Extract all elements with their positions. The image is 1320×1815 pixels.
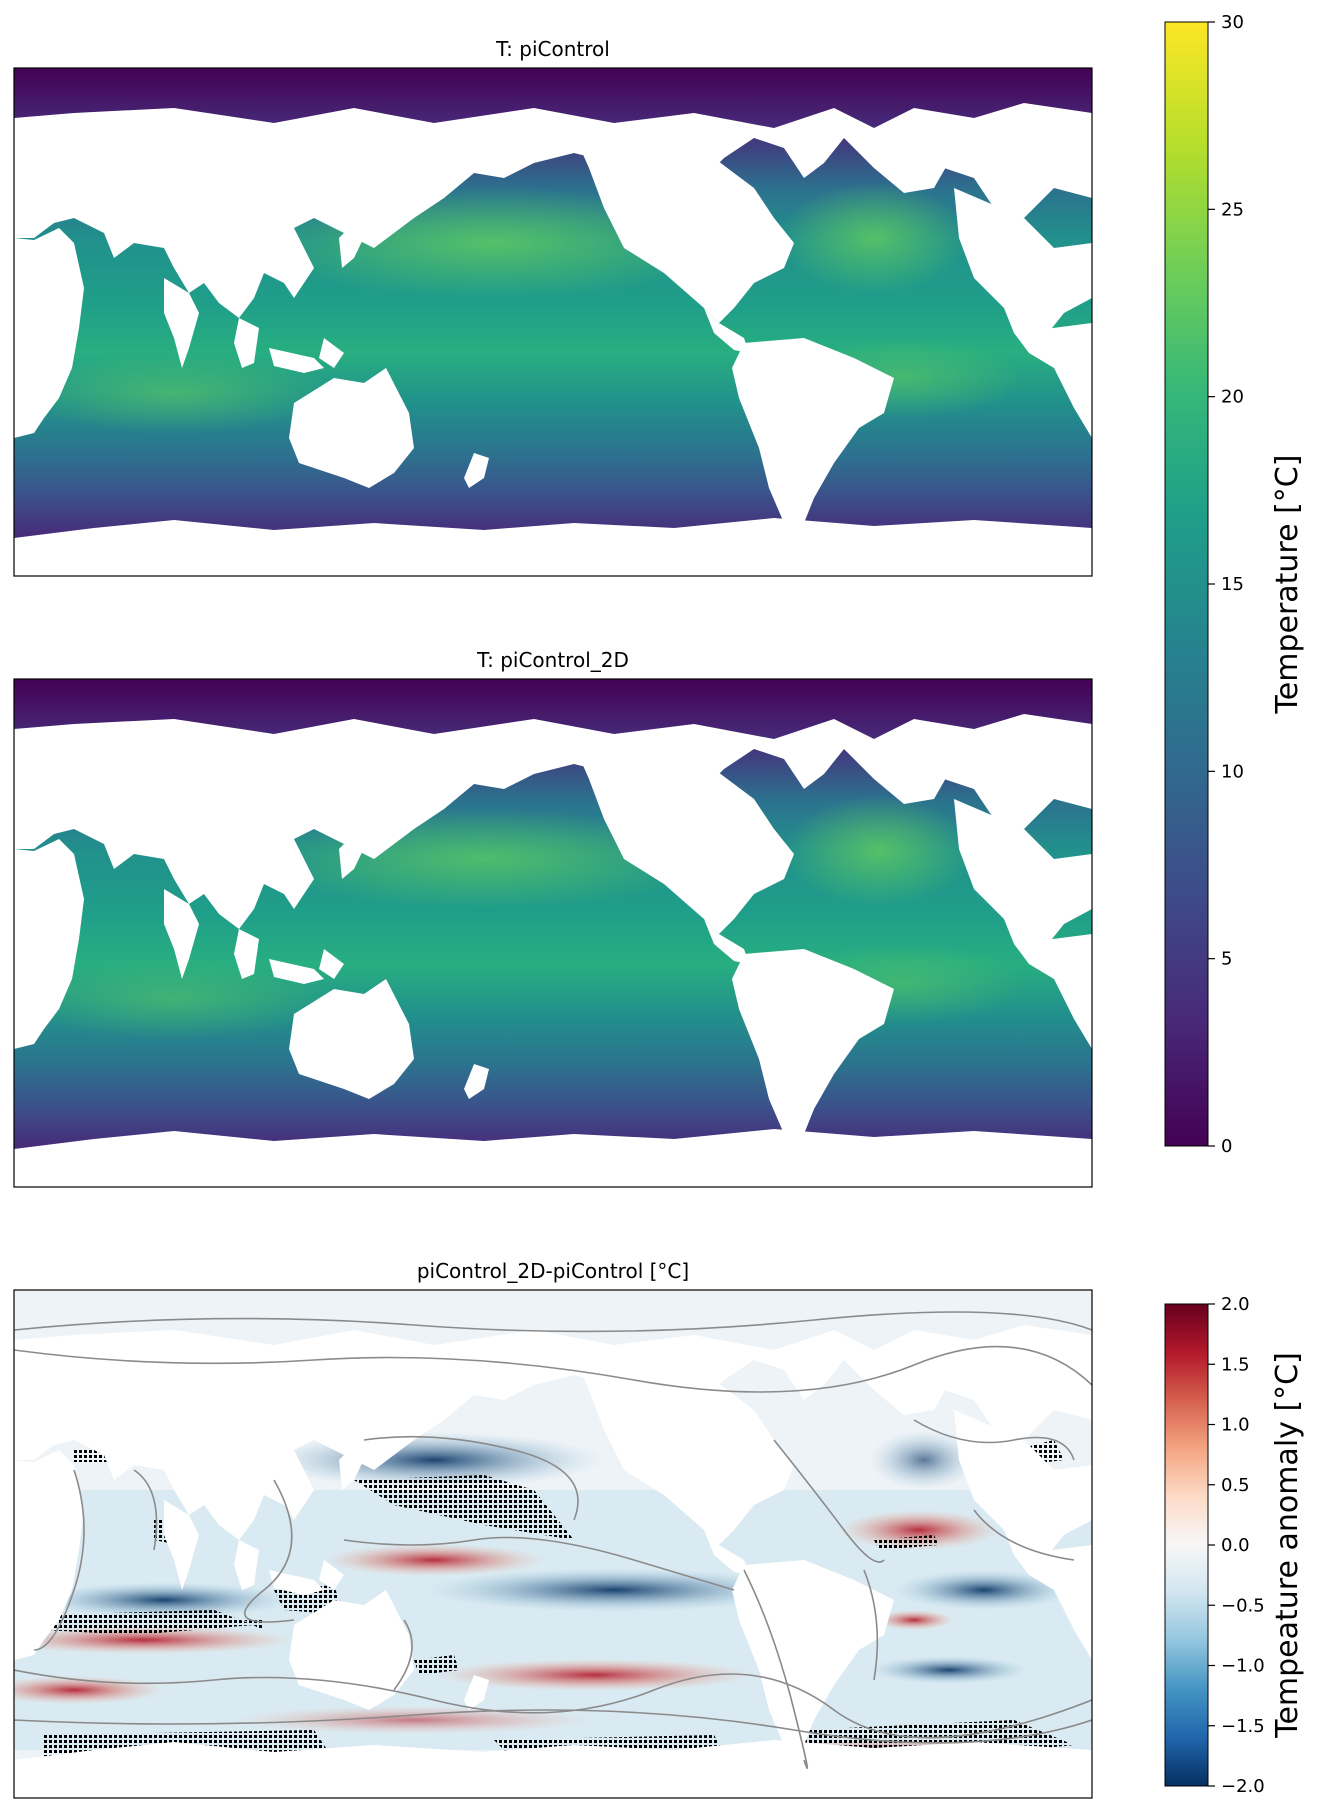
colorbar-anomaly-tick-label: 1.5: [1221, 1354, 1250, 1375]
colorbar-anomaly-tick-label: 0.5: [1221, 1475, 1250, 1496]
panel-title-bot: piControl_2D-piControl [°C]: [417, 1259, 689, 1283]
colorbar-temperature-tick-label: 10: [1221, 761, 1244, 782]
contour-overlay: [14, 1311, 1092, 1769]
colorbar-anomaly-tick-label: −2.0: [1221, 1776, 1265, 1797]
colorbar-anomaly-tick-label: 1.0: [1221, 1415, 1250, 1436]
axes-frame-bot: [13, 1289, 1093, 1799]
colorbar-temperature-tick-label: 25: [1221, 199, 1244, 220]
heatmap-field-top: [14, 68, 1092, 576]
colorbar-temperature-tick-label: 30: [1221, 12, 1244, 33]
heatmap-field-bot: [14, 1290, 1092, 1798]
colorbar-anomaly-tick-label: 2.0: [1221, 1294, 1250, 1315]
colorbar-anomaly-label: Tempeature anomaly [°C]: [1270, 1352, 1305, 1739]
panel-mid: T: piControl_2D: [13, 648, 1093, 1188]
colorbar-temperature-tick-label: 5: [1221, 949, 1232, 970]
colorbar-anomaly-tick-label: −1.5: [1221, 1716, 1265, 1737]
colorbar-anomaly-tick-label: 0.0: [1221, 1535, 1250, 1556]
colorbar-anomaly-bar: [1164, 1303, 1209, 1787]
colorbar-temperature-tick-label: 20: [1221, 387, 1244, 408]
panel-title-mid: T: piControl_2D: [476, 648, 629, 672]
heatmap-field-mid: [14, 679, 1092, 1187]
colorbar-anomaly: −2.0 −1.5 −1.0 −0.5 0.0 0.5 1.0 1.5 2.0 Tempeatu…: [1164, 1294, 1305, 1797]
colorbar-temperature: 0 5 10 15 20 25 30 Temperature [°C]: [1164, 12, 1305, 1157]
panel-top: T: piControl: [13, 37, 1093, 577]
colorbar-temperature-label: Temperature [°C]: [1270, 455, 1305, 715]
panel-bot: piControl_2D-piControl [°C]: [13, 1259, 1093, 1799]
colorbar-temperature-bar: [1164, 21, 1209, 1147]
colorbar-anomaly-ticks: −2.0 −1.5 −1.0 −0.5 0.0 0.5 1.0 1.5 2.0: [1208, 1294, 1265, 1797]
colorbar-temperature-tick-label: 0: [1221, 1136, 1232, 1157]
panel-title-top: T: piControl: [495, 37, 610, 61]
colorbar-temperature-tick-label: 15: [1221, 574, 1244, 595]
colorbar-anomaly-tick-label: −0.5: [1221, 1595, 1265, 1616]
axes-frame-top: [13, 67, 1093, 577]
axes-frame-mid: [13, 678, 1093, 1188]
colorbar-anomaly-tick-label: −1.0: [1221, 1656, 1265, 1677]
colorbar-temperature-ticks: 0 5 10 15 20 25 30: [1208, 12, 1244, 1157]
